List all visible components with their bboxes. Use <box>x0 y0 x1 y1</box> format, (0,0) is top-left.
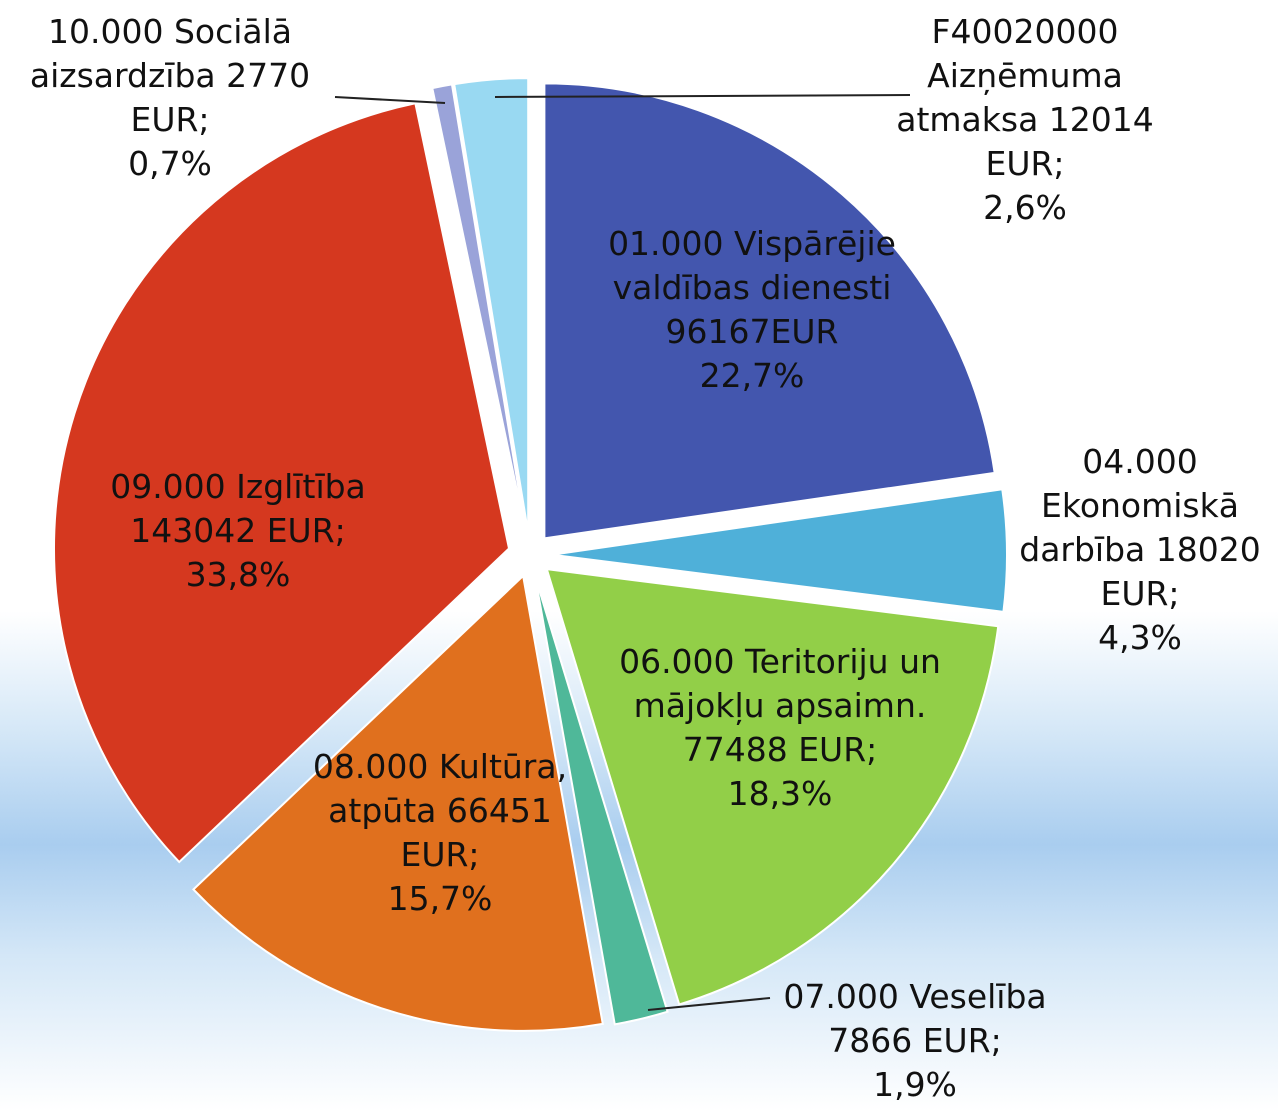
leader-line <box>334 96 446 104</box>
pie-slice <box>53 102 511 864</box>
category-label: 07.000 Veselība 7866 EUR; <box>783 977 1047 1060</box>
data-label: 04.000 Ekonomiskā darbība 18020 EUR; 4,3% <box>1000 440 1278 660</box>
pie-slice <box>453 77 530 534</box>
pie-slice <box>551 488 1008 613</box>
data-label: 07.000 Veselība 7866 EUR; 1,9% <box>755 975 1075 1107</box>
category-label: 08.000 Kultūra, atpūta 66451 EUR; <box>312 747 568 874</box>
value-label: 2,6% <box>983 188 1067 227</box>
category-label: 04.000 Ekonomiskā darbība 18020 EUR; <box>1019 442 1261 613</box>
category-label: 01.000 Vispārējie valdības dienesti 9616… <box>608 224 896 351</box>
pie-slice <box>431 83 527 534</box>
pie-slice <box>543 82 996 540</box>
value-label: 4,3% <box>1098 618 1182 657</box>
value-label: 1,9% <box>873 1065 957 1104</box>
category-label: 10.000 Sociālā aizsardzība 2770 EUR; <box>29 12 311 139</box>
pie-slice <box>545 567 1000 1006</box>
value-label: 18,3% <box>727 774 833 813</box>
value-label: 33,8% <box>185 555 291 594</box>
value-label: 15,7% <box>387 879 493 918</box>
slices <box>53 77 1008 1032</box>
data-label: F40020000 Aizņēmuma atmaksa 12014 EUR; 2,… <box>885 10 1165 230</box>
data-label: 10.000 Sociālā aizsardzība 2770 EUR; 0,7% <box>5 10 335 186</box>
data-label: 09.000 Izglītība 143042 EUR; 33,8% <box>78 465 398 597</box>
data-label: 01.000 Vispārējie valdības dienesti 9616… <box>587 222 917 398</box>
pie-slice <box>192 573 604 1032</box>
category-label: 09.000 Izglītība 143042 EUR; <box>110 467 366 550</box>
leader-line <box>647 997 771 1011</box>
data-label: 08.000 Kultūra, atpūta 66451 EUR; 15,7% <box>310 745 570 921</box>
data-label: 06.000 Teritoriju un mājokļu apsaimn. 77… <box>610 640 950 816</box>
category-label: F40020000 Aizņēmuma atmaksa 12014 EUR; <box>896 12 1154 183</box>
pie-slice <box>534 576 669 1026</box>
leader-line <box>494 94 911 98</box>
value-label: 0,7% <box>128 144 212 183</box>
category-label: 06.000 Teritoriju un mājokļu apsaimn. 77… <box>619 642 941 769</box>
value-label: 22,7% <box>699 356 805 395</box>
